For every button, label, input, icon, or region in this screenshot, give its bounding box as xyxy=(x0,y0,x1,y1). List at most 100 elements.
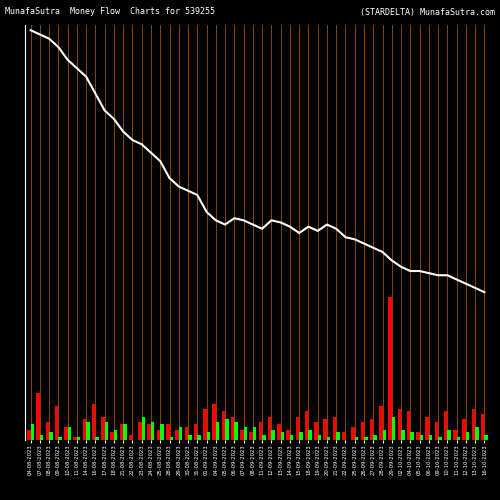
Bar xyxy=(148,424,151,440)
Bar xyxy=(82,419,86,440)
Bar xyxy=(272,430,275,440)
Bar xyxy=(277,424,280,440)
Bar xyxy=(456,438,460,440)
Bar xyxy=(258,422,262,440)
Bar xyxy=(74,438,77,440)
Bar xyxy=(179,427,182,440)
Bar xyxy=(438,438,442,440)
Bar xyxy=(434,422,438,440)
Bar xyxy=(262,435,266,440)
Bar xyxy=(40,435,43,440)
Bar xyxy=(410,432,414,440)
Bar xyxy=(327,438,330,440)
Bar xyxy=(96,438,99,440)
Bar xyxy=(420,435,423,440)
Bar xyxy=(114,430,117,440)
Bar xyxy=(184,427,188,440)
Bar xyxy=(305,412,308,440)
Bar xyxy=(250,432,253,440)
Bar xyxy=(212,404,216,440)
Bar xyxy=(68,427,71,440)
Bar xyxy=(166,424,170,440)
Bar xyxy=(138,422,141,440)
Bar xyxy=(129,435,132,440)
Bar xyxy=(253,427,256,440)
Bar xyxy=(101,416,104,440)
Bar xyxy=(290,435,294,440)
Bar xyxy=(86,422,90,440)
Bar xyxy=(444,412,448,440)
Bar xyxy=(244,427,247,440)
Bar xyxy=(360,422,364,440)
Bar xyxy=(206,432,210,440)
Bar xyxy=(484,435,488,440)
Bar xyxy=(388,298,392,440)
Bar xyxy=(332,416,336,440)
Bar xyxy=(120,424,123,440)
Bar xyxy=(374,435,377,440)
Bar xyxy=(342,432,345,440)
Bar xyxy=(160,424,164,440)
Bar xyxy=(64,427,68,440)
Bar xyxy=(77,438,80,440)
Bar xyxy=(49,432,52,440)
Bar xyxy=(475,427,478,440)
Bar xyxy=(429,435,432,440)
Bar xyxy=(314,422,318,440)
Bar xyxy=(142,416,145,440)
Bar xyxy=(175,430,179,440)
Bar xyxy=(92,404,96,440)
Bar xyxy=(308,430,312,440)
Bar xyxy=(401,430,404,440)
Bar xyxy=(231,416,234,440)
Bar xyxy=(324,419,327,440)
Bar xyxy=(355,438,358,440)
Bar xyxy=(382,430,386,440)
Bar xyxy=(58,438,62,440)
Bar xyxy=(416,432,420,440)
Bar xyxy=(299,432,302,440)
Bar xyxy=(151,422,154,440)
Bar xyxy=(55,406,58,440)
Text: (STARDELTA) MunafaSutra.com: (STARDELTA) MunafaSutra.com xyxy=(360,8,495,16)
Bar xyxy=(222,412,225,440)
Bar xyxy=(466,432,469,440)
Bar xyxy=(407,412,410,440)
Bar xyxy=(318,435,321,440)
Bar xyxy=(46,422,49,440)
Bar xyxy=(225,419,228,440)
Bar xyxy=(203,409,206,440)
Bar xyxy=(194,424,198,440)
Bar xyxy=(280,432,284,440)
Bar xyxy=(472,409,475,440)
Bar xyxy=(364,438,368,440)
Bar xyxy=(30,424,34,440)
Bar xyxy=(188,435,192,440)
Text: MunafaSutra  Money Flow  Charts for 539255: MunafaSutra Money Flow Charts for 539255 xyxy=(5,8,215,16)
Bar xyxy=(240,430,244,440)
Bar xyxy=(123,424,126,440)
Bar xyxy=(296,416,299,440)
Bar xyxy=(36,394,40,440)
Bar xyxy=(392,416,396,440)
Bar xyxy=(448,430,451,440)
Bar xyxy=(398,409,401,440)
Bar xyxy=(27,430,30,440)
Bar xyxy=(481,414,484,440)
Bar xyxy=(462,419,466,440)
Bar xyxy=(379,406,382,440)
Bar xyxy=(216,422,220,440)
Bar xyxy=(198,435,201,440)
Bar xyxy=(370,419,374,440)
Bar xyxy=(453,430,456,440)
Bar xyxy=(110,432,114,440)
Bar xyxy=(170,438,173,440)
Bar xyxy=(156,430,160,440)
Bar xyxy=(104,422,108,440)
Bar xyxy=(426,416,429,440)
Bar xyxy=(234,422,238,440)
Bar xyxy=(336,432,340,440)
Bar xyxy=(351,427,355,440)
Bar xyxy=(268,416,272,440)
Bar xyxy=(286,430,290,440)
